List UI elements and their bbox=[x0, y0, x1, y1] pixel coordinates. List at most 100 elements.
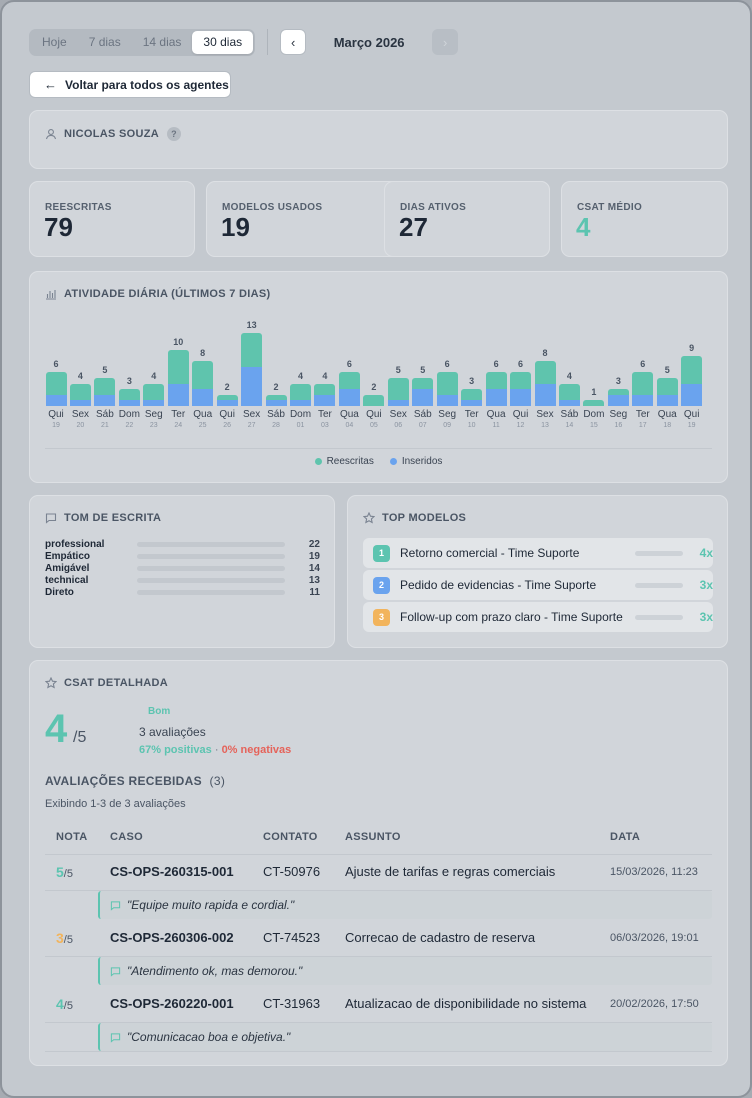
bar-value-label: 2 bbox=[273, 381, 279, 392]
activity-bar[interactable] bbox=[118, 389, 140, 406]
bar-segment-rewrites bbox=[412, 378, 434, 390]
tone-count: 13 bbox=[308, 574, 320, 586]
row-score-value: 3 bbox=[56, 930, 64, 946]
activity-bar[interactable] bbox=[192, 361, 214, 406]
row-comment: "Comunicacao boa e objetiva." bbox=[98, 1023, 712, 1051]
activity-bar[interactable] bbox=[363, 394, 385, 406]
tone-name: professional bbox=[45, 538, 105, 550]
model-row[interactable]: 3 Follow-up com prazo claro - Time Suport… bbox=[363, 602, 713, 632]
model-row[interactable]: 1 Retorno comercial - Time Suporte 4x bbox=[363, 538, 713, 568]
next-month-button[interactable]: › bbox=[432, 29, 459, 55]
bar-day-label: Qua bbox=[486, 409, 506, 420]
activity-bar[interactable] bbox=[241, 333, 263, 406]
activity-bar[interactable] bbox=[510, 372, 532, 406]
activity-bar[interactable] bbox=[143, 383, 165, 406]
legend-inserted: Inseridos bbox=[389, 456, 442, 467]
agent-card: NICOLAS SOUZA ? bbox=[29, 110, 728, 169]
bar-date-label: 12 bbox=[516, 422, 525, 429]
bar-value-label: 9 bbox=[689, 342, 695, 353]
activity-bar[interactable] bbox=[607, 389, 629, 406]
tone-row: professional 22 bbox=[45, 538, 320, 550]
row-score: 3/5 bbox=[56, 930, 73, 946]
bar-value-label: 8 bbox=[542, 348, 548, 359]
activity-bar[interactable] bbox=[290, 383, 311, 406]
bar-segment-rewrites bbox=[143, 383, 165, 401]
bar-segment-rewrites bbox=[583, 400, 605, 406]
activity-bar[interactable] bbox=[387, 378, 409, 406]
activity-bar[interactable] bbox=[216, 394, 238, 406]
model-count: 4x bbox=[699, 546, 713, 560]
bar-segment-rewrites bbox=[192, 361, 214, 390]
activity-bar[interactable] bbox=[558, 383, 580, 406]
bar-segment-inserted bbox=[94, 394, 116, 406]
bar-segment-rewrites bbox=[363, 394, 385, 406]
activity-bar[interactable] bbox=[656, 378, 678, 406]
activity-bar[interactable] bbox=[314, 383, 336, 406]
bar-value-label: 3 bbox=[615, 376, 621, 387]
bar-date-label: 18 bbox=[663, 422, 672, 429]
bar-segment-inserted bbox=[167, 383, 189, 406]
csat-score: 4 bbox=[45, 707, 68, 751]
bar-day-label: Seg bbox=[438, 409, 457, 420]
model-track bbox=[635, 582, 683, 588]
prev-month-button[interactable]: ‹ bbox=[280, 29, 307, 55]
bar-segment-rewrites bbox=[632, 372, 654, 395]
writing-tone-card: TOM DE ESCRITA professional 22 Empático 19… bbox=[29, 495, 335, 648]
activity-bar[interactable] bbox=[45, 372, 67, 406]
range-tab-today[interactable]: Hoje bbox=[42, 34, 67, 49]
model-row[interactable]: 2 Pedido de evidencias - Time Suporte 3x bbox=[363, 570, 713, 600]
tone-count: 19 bbox=[308, 550, 320, 562]
activity-bar[interactable] bbox=[436, 372, 458, 406]
range-tab-14-days[interactable]: 14 dias bbox=[142, 34, 182, 49]
model-name: Retorno comercial - Time Suporte bbox=[400, 546, 580, 560]
csat-detail-header: CSAT DETALHADA bbox=[45, 677, 168, 689]
user-icon bbox=[45, 128, 57, 140]
stat-label: CSAT MÉDIO bbox=[577, 202, 643, 213]
activity-bar[interactable] bbox=[265, 394, 287, 406]
comment-text: "Comunicacao boa e objetiva." bbox=[127, 1030, 291, 1044]
bar-date-label: 21 bbox=[100, 422, 109, 429]
bar-date-label: 20 bbox=[76, 422, 85, 429]
model-count: 3x bbox=[699, 578, 713, 592]
legend-dot-blue bbox=[389, 458, 397, 465]
star-icon bbox=[363, 512, 375, 524]
month-label: Março 2026 bbox=[333, 34, 405, 50]
activity-bar[interactable] bbox=[338, 372, 360, 406]
model-track bbox=[635, 550, 683, 556]
bar-value-label: 2 bbox=[371, 381, 377, 392]
stat-value: 4 bbox=[576, 212, 591, 242]
back-to-agents-button[interactable]: ← Voltar para todos os agentes bbox=[29, 71, 231, 98]
stat-value: 19 bbox=[221, 212, 250, 242]
stat-value: 27 bbox=[399, 212, 428, 242]
bar-segment-rewrites bbox=[338, 372, 360, 390]
tone-track bbox=[137, 553, 285, 559]
range-tab-30-days[interactable]: 30 dias bbox=[192, 30, 254, 54]
bar-day-label: Ter bbox=[464, 409, 479, 420]
bar-value-label: 4 bbox=[77, 370, 83, 381]
activity-bar[interactable] bbox=[632, 372, 654, 406]
bar-segment-inserted bbox=[510, 389, 532, 406]
activity-bar[interactable] bbox=[461, 389, 483, 406]
bar-segment-rewrites bbox=[436, 372, 458, 395]
activity-bar[interactable] bbox=[167, 350, 189, 406]
activity-bar[interactable] bbox=[583, 400, 605, 406]
tone-row: technical 13 bbox=[45, 574, 320, 586]
bar-segment-inserted bbox=[461, 400, 483, 406]
bar-segment-inserted bbox=[607, 394, 629, 406]
activity-bar[interactable] bbox=[485, 372, 507, 406]
activity-bar[interactable] bbox=[412, 378, 434, 406]
top-models-header: TOP MODELOS bbox=[363, 512, 466, 524]
bar-day-label: Ter bbox=[317, 409, 332, 420]
activity-bar[interactable] bbox=[69, 383, 91, 406]
header-divider bbox=[45, 854, 712, 855]
bar-date-label: 03 bbox=[321, 422, 329, 429]
bar-segment-rewrites bbox=[118, 389, 140, 401]
activity-bar[interactable] bbox=[534, 361, 556, 406]
activity-bar[interactable] bbox=[94, 378, 116, 406]
bar-day-label: Qui bbox=[683, 409, 700, 420]
help-icon[interactable]: ? bbox=[166, 127, 181, 141]
range-tab-7-days[interactable]: 7 dias bbox=[88, 34, 121, 49]
showing-text: Exibindo 1-3 de 3 avaliações bbox=[45, 798, 186, 810]
bar-date-label: 14 bbox=[565, 422, 574, 429]
activity-bar[interactable] bbox=[681, 355, 703, 406]
